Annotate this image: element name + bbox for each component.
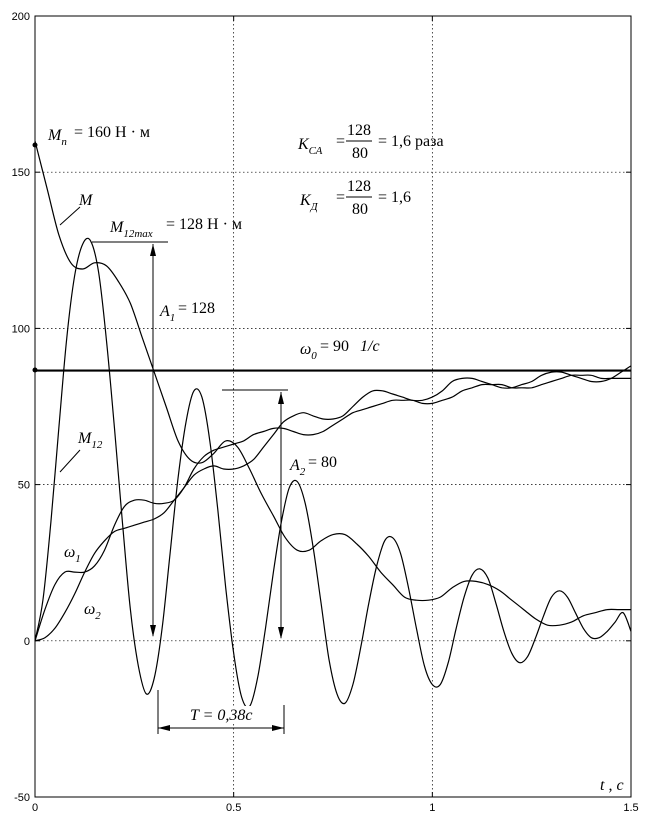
kd-symbol: KД	[299, 192, 319, 213]
grid	[35, 16, 631, 797]
a2-symbol: A2	[289, 457, 306, 478]
mn-start-point	[32, 142, 38, 148]
kd-num: 128	[347, 178, 371, 195]
a2-label: = 80	[308, 454, 337, 471]
a1-arrow-head-top	[150, 244, 156, 256]
kd-eq: =	[336, 189, 345, 206]
series-line-1	[34, 237, 632, 709]
a2-arrow-head-top	[278, 392, 284, 404]
kd-value: = 1,6	[378, 189, 411, 206]
series-line-3	[34, 365, 632, 642]
kca-num: 128	[347, 122, 371, 139]
kca-value: = 1,6 раза	[378, 133, 444, 150]
mn-symbol: Mп	[47, 127, 67, 148]
a1-label: = 128	[178, 300, 215, 317]
m-label: M	[78, 192, 94, 209]
m-leader	[59, 206, 81, 226]
period-label-bg	[186, 706, 262, 724]
plot-frame	[34, 15, 632, 798]
omega1-symbol: ω1	[64, 544, 81, 565]
x-tick-label: 0	[32, 802, 38, 814]
y-tick-label: -50	[14, 792, 30, 804]
y-tick-label: 150	[12, 167, 30, 179]
mn-label: = 160 Н · м	[74, 124, 150, 141]
a1-symbol: A1	[159, 303, 175, 324]
a2-arrow-head-bottom	[278, 627, 284, 639]
period-arrow-head-right	[272, 725, 284, 731]
a1-arrow-head-bottom	[150, 625, 156, 637]
omega0-start-point	[32, 367, 38, 373]
y-tick-label: 200	[12, 11, 30, 23]
kca-symbol: KСА	[297, 136, 323, 157]
omega2-symbol: ω2	[84, 601, 101, 622]
kd-den: 80	[352, 201, 368, 218]
kca-eq: =	[336, 133, 345, 150]
m12-symbol: M12	[77, 430, 103, 451]
period-arrow-head-left	[158, 725, 170, 731]
plot-border	[34, 15, 632, 798]
x-axis-unit-label: t , c	[600, 777, 624, 794]
x-tick-label: 0.5	[226, 802, 241, 814]
kca-den: 80	[352, 145, 368, 162]
m12-leader	[59, 449, 81, 473]
y-tick-label: 0	[24, 636, 30, 648]
series-line-2	[34, 374, 631, 641]
omega0-symbol: ω0	[300, 341, 317, 362]
y-tick-label: 100	[12, 323, 30, 335]
omega0-label: = 90	[320, 338, 349, 355]
m12max-label: = 128 Н · м	[166, 216, 242, 233]
period-label: T = 0,38c	[190, 707, 253, 724]
series-lines	[34, 140, 632, 709]
omega0-unit: 1/с	[360, 338, 380, 355]
annotations: Mп = 160 Н · м M M12max = 128 Н · м A1 =…	[32, 122, 624, 794]
y-tick-label: 50	[18, 480, 30, 492]
x-tick-label: 1.5	[623, 802, 638, 814]
m12max-symbol: M12max	[109, 219, 153, 240]
series-line-0	[34, 140, 631, 627]
x-tick-label: 1	[429, 802, 435, 814]
